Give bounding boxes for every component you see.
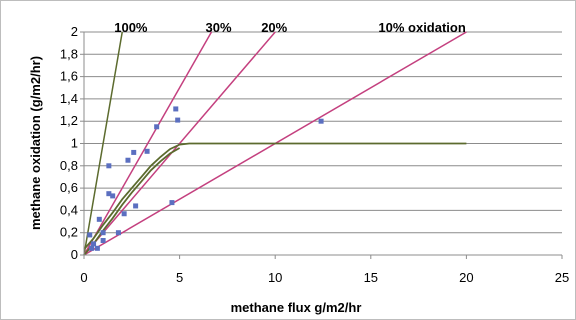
y-tick-label: 0,4 <box>60 202 78 217</box>
data-point <box>100 230 106 236</box>
data-point <box>87 232 93 238</box>
data-point <box>175 117 181 123</box>
y-tick-label: 1 <box>71 136 78 151</box>
ratio-line <box>83 31 213 256</box>
y-tick-label: 0 <box>71 247 78 262</box>
data-point <box>89 245 95 251</box>
ratio-line-label: 10% oxidation <box>378 20 465 35</box>
tick-labels: 00,20,40,60,811,21,41,61,820 5 10 15 20 25 <box>60 24 569 285</box>
y-tick-label: 0,8 <box>60 158 78 173</box>
data-point <box>96 216 102 222</box>
data-point <box>106 191 112 197</box>
ratio-line <box>83 31 276 256</box>
y-tick-label: 1,2 <box>60 113 78 128</box>
ratio-line-label: 100% <box>114 20 148 35</box>
data-point <box>125 157 131 163</box>
data-point <box>100 238 106 244</box>
axes <box>80 31 563 259</box>
x-tick-label: 0 <box>80 270 87 285</box>
x-tick-label: 5 <box>176 270 183 285</box>
model-curve <box>83 147 181 256</box>
data-point <box>91 241 97 247</box>
data-point <box>110 193 116 199</box>
line-labels: 100% 30% 20% 10% oxidation <box>114 20 466 35</box>
y-tick-label: 0,6 <box>60 180 78 195</box>
line-series <box>83 31 467 256</box>
ratio-line <box>83 31 123 256</box>
data-point <box>169 200 175 206</box>
x-axis-title: methane flux g/m2/hr <box>231 300 362 315</box>
data-point <box>94 245 100 251</box>
grid <box>84 31 562 234</box>
x-tick-label: 20 <box>459 270 473 285</box>
ratio-line-label: 30% <box>206 20 232 35</box>
y-tick-label: 1,8 <box>60 46 78 61</box>
data-point <box>144 148 150 154</box>
data-point <box>173 106 179 112</box>
data-point <box>318 118 324 124</box>
point-series <box>87 106 324 251</box>
y-tick-label: 0,2 <box>60 225 78 240</box>
data-point <box>133 203 139 209</box>
x-tick-label: 15 <box>364 270 378 285</box>
data-point <box>121 211 127 217</box>
x-tick-label: 10 <box>268 270 282 285</box>
data-point <box>131 149 137 155</box>
y-tick-label: 2 <box>71 24 78 39</box>
x-tick-label: 25 <box>555 270 569 285</box>
data-point <box>106 163 112 169</box>
y-tick-label: 1,4 <box>60 91 78 106</box>
model-curve <box>83 142 467 250</box>
y-tick-label: 1,6 <box>60 69 78 84</box>
y-axis-title: methane oxidation (g/m2/hr) <box>28 56 43 230</box>
data-point <box>154 124 160 130</box>
ratio-line-label: 20% <box>261 20 287 35</box>
data-point <box>115 230 121 236</box>
